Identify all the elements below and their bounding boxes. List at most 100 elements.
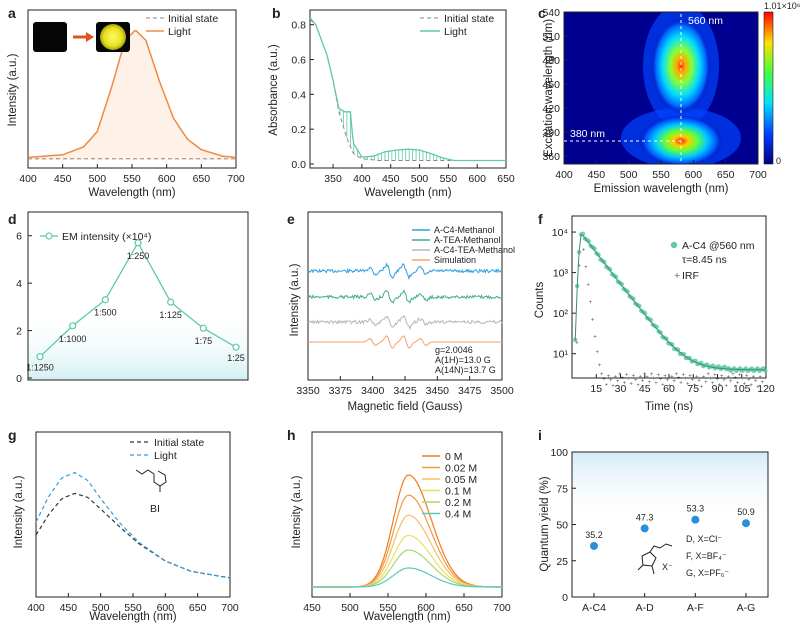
points-d: 1:1250 1:1000 1:500 1:250 1:125 1:75 1:25 [26, 239, 245, 373]
x-axis-label-c: Emission wavelength (nm) [594, 183, 729, 195]
legend-em-intensity: EM intensity (×10⁴) [62, 231, 151, 243]
data-point-f [675, 347, 681, 352]
i-x-tick-label: A-F [687, 602, 704, 614]
data-point-irf: + [702, 375, 706, 381]
a-x-tick-label: 450 [54, 173, 72, 185]
data-point-irf: + [747, 378, 751, 384]
data-point-irf: + [652, 376, 656, 382]
data-point-irf: + [745, 373, 749, 379]
legend-irf: IRF [682, 270, 699, 282]
a-x-tick-label: 500 [89, 173, 107, 185]
data-point-irf: + [688, 373, 692, 379]
g-x-tick-label: 650 [189, 602, 207, 614]
f-x-tick-label: 105 [733, 383, 751, 395]
legend-label-h: 0.2 M [445, 497, 471, 509]
series-light-b [309, 17, 506, 162]
param-g: g=2.0046 [435, 345, 473, 355]
panel-g: g 400 450 500 550 600 650 700 Wavelength (nm) … [8, 427, 239, 623]
legend-label-h: 0.05 M [445, 474, 477, 486]
points-i: 35.2 47.3 53.3 50.9 [585, 504, 755, 550]
data-point-irf: + [675, 372, 679, 378]
legend-marker-a-c4 [670, 241, 678, 249]
series-simulation [308, 335, 502, 349]
c-x-tick-label: 450 [588, 169, 606, 181]
legend-label-h: 0.02 M [445, 463, 477, 475]
f-x-tick-label: 120 [757, 383, 775, 395]
axes-h: 450 500 550 600 650 700 [303, 593, 511, 614]
panel-label-h: h [287, 427, 296, 443]
d-y-tick-label: 2 [16, 326, 22, 338]
i-x-tick-label: A-G [737, 602, 756, 614]
panel-i: i 0 25 50 75 100 A-C4 A-D A-F A-G Quantum yield … [538, 427, 769, 614]
f-x-tick-label: 60 [663, 383, 675, 395]
panel-label-d: d [8, 211, 17, 227]
data-point-irf: + [595, 350, 599, 356]
d-y-tick-label: 4 [16, 278, 22, 290]
c-y-tick-label: 420 [542, 103, 560, 115]
data-point-irf: + [661, 382, 665, 388]
data-point-irf: + [589, 300, 593, 306]
series-a-tea-methanol [307, 289, 503, 304]
colorbar [763, 11, 774, 165]
panel-label-g: g [8, 427, 17, 443]
data-point-irf: + [575, 341, 579, 347]
data-point-irf: + [743, 382, 747, 388]
series-h-line [312, 534, 502, 588]
data-point-irf: + [593, 334, 597, 340]
g-x-tick-label: 600 [157, 602, 175, 614]
panel-label-f: f [538, 211, 543, 227]
legend-marker-d [45, 232, 53, 240]
e-x-tick-label: 3450 [426, 385, 450, 397]
data-point-irf: + [720, 374, 724, 380]
g-x-tick-label: 450 [60, 602, 78, 614]
data-point-irf: + [657, 373, 661, 379]
data-point-irf: + [736, 380, 740, 386]
series-a-c4-methanol [307, 262, 503, 281]
data-point-irf: + [666, 378, 670, 384]
data-point-i [590, 541, 598, 550]
legend-e-1: A-C4-Methanol [434, 225, 495, 235]
data-point-f [625, 289, 630, 294]
x-axis-label-f: Time (ns) [645, 401, 693, 413]
g-x-tick-label: 700 [221, 602, 239, 614]
b-y-tick-label: 0.4 [291, 89, 306, 101]
data-point-irf: + [625, 373, 629, 379]
legend-a-c4: A-C4 @560 nm [682, 240, 755, 252]
bi-molecule-icon [135, 469, 167, 492]
data-point-irf: + [650, 372, 654, 378]
data-point-irf: + [632, 373, 636, 379]
data-point-irf: + [620, 376, 624, 382]
data-point-irf: + [693, 383, 697, 389]
i-y-tick-label: 75 [556, 483, 568, 495]
anion-d: D, X=Cl⁻ [686, 534, 722, 544]
data-point-irf: + [638, 374, 642, 380]
axes-g: 400 450 500 550 600 650 700 [27, 593, 239, 614]
data-point-irf: + [627, 377, 631, 383]
series-light-fill-a [28, 30, 236, 161]
data-point-irf: + [616, 379, 620, 385]
data-point-f [763, 368, 768, 373]
data-point-irf: + [577, 264, 581, 270]
legend-light-g: Light [154, 450, 177, 462]
param-a1h: A(1H)=13.0 G [435, 355, 491, 365]
anion-f: F, X=BF₄⁻ [686, 551, 727, 561]
data-value-i: 53.3 [687, 504, 705, 514]
panel-label-e: e [287, 211, 295, 227]
x-axis-label-b: Wavelength (nm) [364, 187, 451, 199]
b-y-tick-label: 0.0 [291, 159, 306, 171]
data-point-label-d: 1:500 [94, 308, 117, 318]
molecule-label: BI [150, 503, 160, 515]
b-y-tick-label: 0.8 [291, 20, 306, 32]
data-point-irf: + [738, 373, 742, 379]
c-x-tick-label: 700 [749, 169, 767, 181]
data-point-irf: + [605, 382, 609, 388]
b-x-tick-label: 600 [468, 173, 486, 185]
data-point-irf: + [629, 382, 633, 388]
data-point-d [36, 353, 44, 361]
data-value-i: 47.3 [636, 512, 654, 522]
series-initial-state-g [35, 492, 231, 579]
a-x-tick-label: 400 [19, 173, 37, 185]
c-x-tick-label: 500 [620, 169, 638, 181]
data-point-f [613, 274, 619, 279]
data-point-label-d: 1:25 [227, 353, 245, 363]
